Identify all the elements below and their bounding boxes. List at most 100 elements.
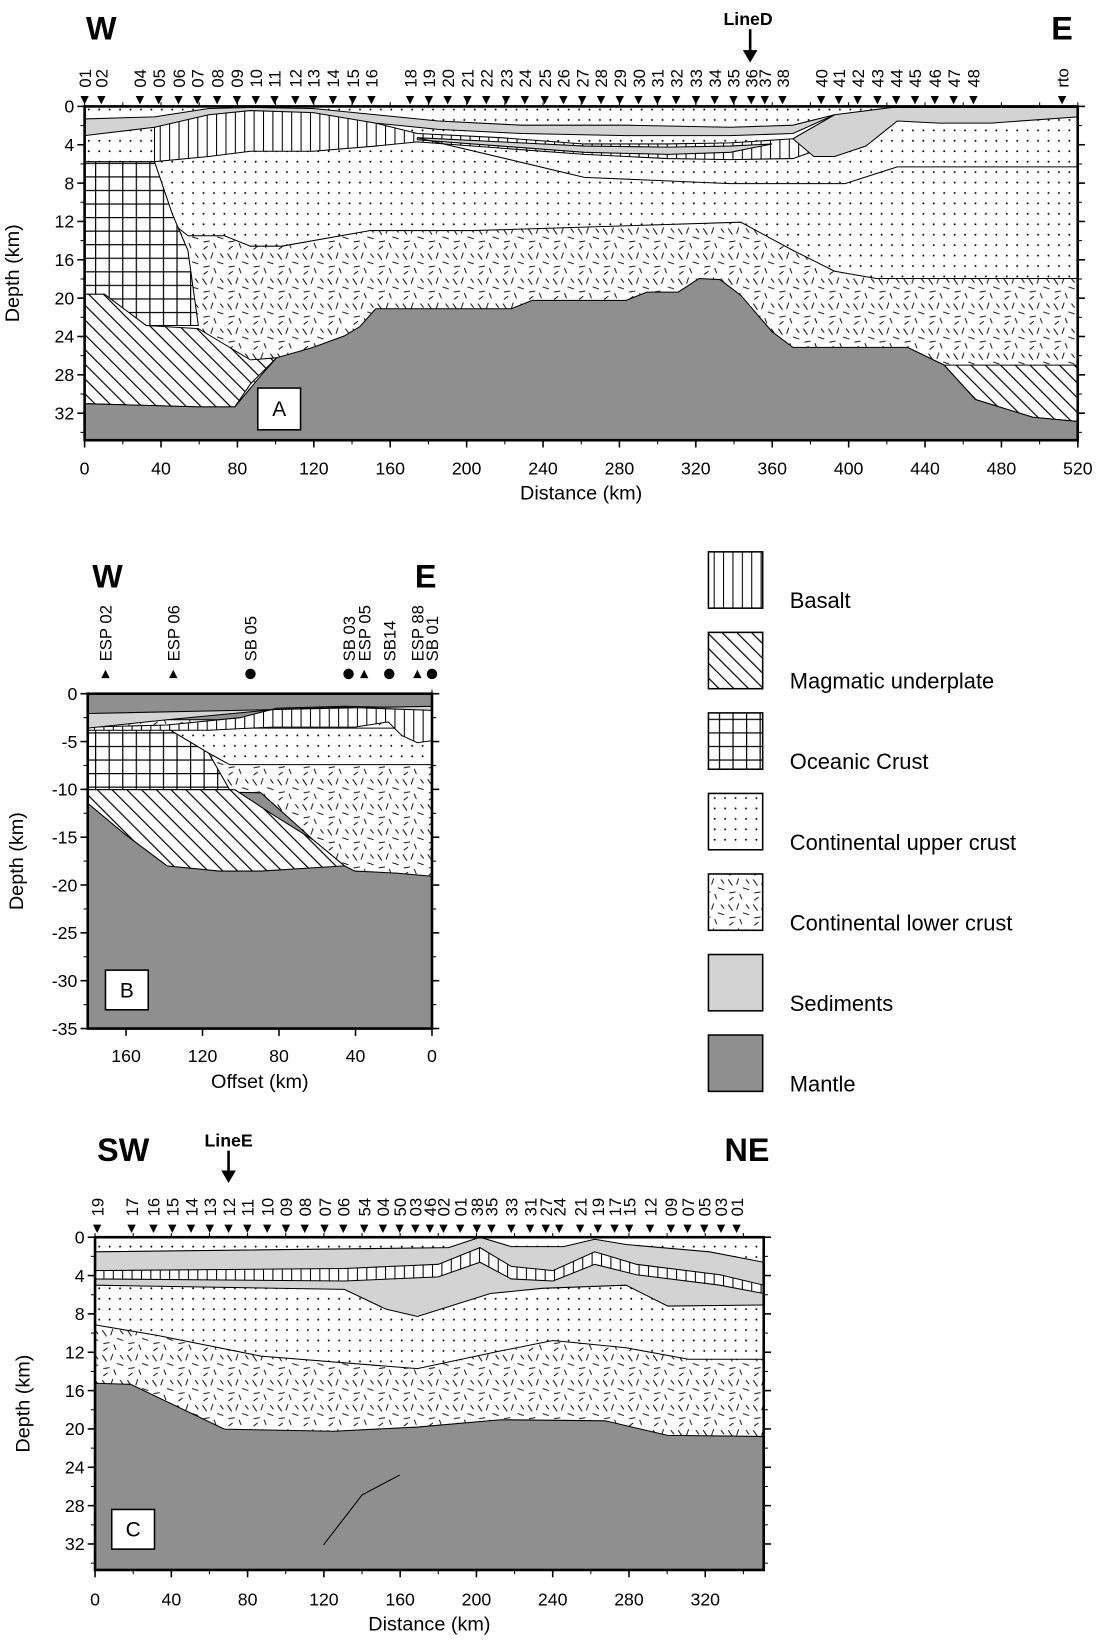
y-tick-label: -30 bbox=[52, 971, 78, 991]
y-tick-label: 20 bbox=[65, 1419, 85, 1439]
station-marker bbox=[135, 95, 145, 105]
station-label: 47 bbox=[945, 69, 964, 88]
station-marker bbox=[343, 668, 354, 680]
y-tick-label: 8 bbox=[75, 1304, 85, 1324]
station-label: 32 bbox=[667, 69, 686, 88]
station-label: 15 bbox=[344, 69, 363, 88]
station-label: SB14 bbox=[380, 621, 399, 662]
legend-swatch bbox=[707, 953, 764, 1012]
station-label: 21 bbox=[571, 1198, 590, 1217]
station-marker bbox=[472, 1224, 482, 1234]
station-marker bbox=[425, 1224, 435, 1234]
station-marker bbox=[729, 95, 738, 105]
panel-label: C bbox=[126, 1519, 141, 1542]
sed-layer bbox=[84, 106, 835, 137]
y-tick-label: 4 bbox=[75, 1266, 85, 1286]
station-label: 28 bbox=[592, 69, 611, 88]
station-label: ESP 02 bbox=[97, 605, 116, 661]
section-layers bbox=[87, 693, 432, 1029]
station-marker bbox=[596, 95, 606, 105]
station-label: 15 bbox=[620, 1198, 639, 1217]
station-marker bbox=[411, 1224, 420, 1234]
y-tick-label: 0 bbox=[67, 684, 77, 704]
station-marker bbox=[732, 1224, 741, 1234]
station-marker bbox=[507, 1224, 516, 1234]
mantle-layer bbox=[84, 277, 1078, 441]
axis-title: Depth (km) bbox=[12, 1355, 34, 1453]
station-marker bbox=[666, 1224, 676, 1234]
station-marker bbox=[540, 95, 549, 105]
x-tick-label: 400 bbox=[834, 459, 864, 479]
station-marker bbox=[101, 669, 110, 679]
y-tick-label: 28 bbox=[65, 1496, 85, 1516]
legend-swatch bbox=[707, 551, 764, 609]
x-tick-label: 320 bbox=[681, 459, 711, 479]
x-tick-label: 80 bbox=[228, 459, 248, 479]
station-label: 38 bbox=[774, 69, 793, 88]
x-tick-label: 200 bbox=[462, 1589, 492, 1609]
station-marker bbox=[168, 1224, 177, 1234]
x-tick-label: 360 bbox=[757, 459, 787, 479]
x-tick-label: 520 bbox=[1063, 459, 1093, 479]
x-tick-label: 200 bbox=[452, 459, 482, 479]
station-marker bbox=[710, 95, 719, 105]
station-marker bbox=[747, 95, 756, 105]
station-label: 48 bbox=[965, 69, 984, 88]
station-marker bbox=[949, 95, 958, 105]
legend-swatch bbox=[707, 631, 764, 690]
line-marker: LineD bbox=[723, 9, 772, 29]
station-label: 46 bbox=[926, 69, 945, 88]
station-marker bbox=[487, 1224, 496, 1234]
station-marker bbox=[97, 95, 106, 105]
station-marker bbox=[413, 669, 422, 679]
y-tick-label: -25 bbox=[52, 923, 78, 943]
station-marker bbox=[251, 95, 260, 105]
station-label: 44 bbox=[887, 69, 906, 88]
station-marker bbox=[443, 95, 452, 105]
station-label: 14 bbox=[324, 69, 343, 88]
x-tick-label: 40 bbox=[346, 1046, 366, 1066]
station-label: 35 bbox=[483, 1198, 502, 1217]
x-tick-label: 280 bbox=[605, 459, 635, 479]
station-label: 12 bbox=[641, 1198, 660, 1217]
station-marker bbox=[873, 95, 882, 105]
station-label: 45 bbox=[906, 69, 925, 88]
station-marker bbox=[424, 95, 434, 105]
station-marker bbox=[224, 1224, 233, 1234]
legend-swatch bbox=[707, 712, 764, 771]
station-label: 06 bbox=[335, 1198, 354, 1217]
station-label: 27 bbox=[573, 69, 592, 88]
station-marker bbox=[291, 95, 300, 105]
station-marker bbox=[541, 1224, 550, 1234]
station-marker bbox=[760, 95, 769, 105]
station-marker bbox=[205, 1224, 214, 1234]
station-label: ESP 05 bbox=[355, 605, 374, 661]
marker-arrowhead bbox=[742, 50, 758, 63]
marker-arrowhead bbox=[221, 1170, 236, 1183]
station-marker bbox=[405, 95, 415, 105]
station-label: SB 01 bbox=[423, 616, 442, 661]
station-label: 19 bbox=[420, 69, 439, 88]
basalt-layer bbox=[87, 705, 432, 744]
station-marker bbox=[92, 1224, 102, 1234]
station-marker bbox=[930, 95, 939, 105]
station-marker bbox=[378, 1224, 388, 1234]
station-label: 01 bbox=[451, 1198, 470, 1217]
station-label: 13 bbox=[201, 1198, 220, 1217]
station-marker bbox=[360, 669, 369, 679]
station-label: SB 03 bbox=[340, 616, 359, 661]
x-tick-label: 0 bbox=[80, 459, 90, 479]
y-tick-label: 16 bbox=[54, 250, 74, 270]
station-marker bbox=[169, 669, 178, 679]
station-label: 03 bbox=[712, 1198, 731, 1217]
basalt-layer bbox=[95, 1247, 764, 1295]
station-label: 42 bbox=[849, 69, 868, 88]
station-label: 46 bbox=[421, 1198, 440, 1217]
station-marker bbox=[308, 95, 318, 105]
under-layer bbox=[87, 789, 346, 872]
station-marker bbox=[320, 1224, 329, 1234]
x-tick-label: 120 bbox=[299, 459, 329, 479]
station-label: 17 bbox=[123, 1198, 142, 1217]
station-label: 13 bbox=[304, 69, 323, 88]
